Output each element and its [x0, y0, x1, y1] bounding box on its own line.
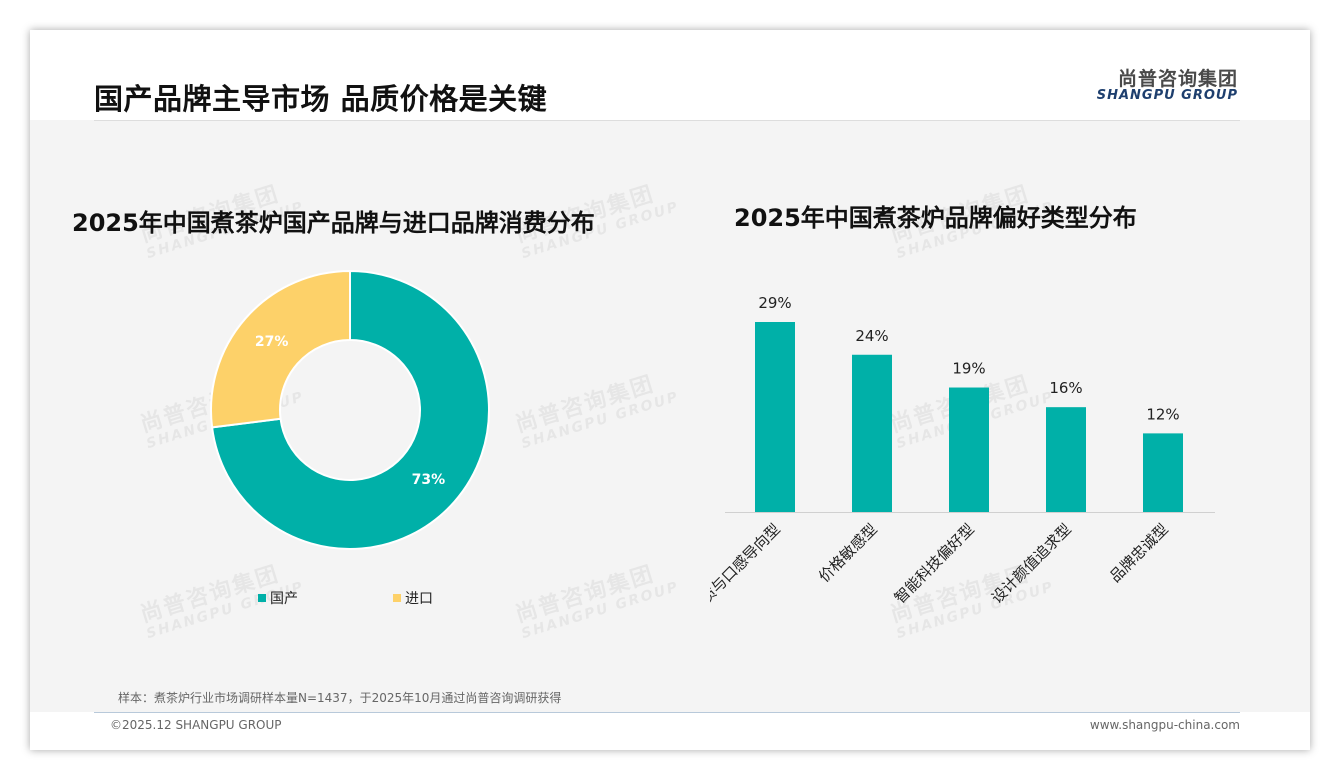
donut-slice-label: 73%	[412, 472, 446, 488]
footer-band	[30, 712, 1310, 750]
bar	[852, 354, 892, 512]
bar-value-label: 29%	[758, 294, 791, 312]
legend-label: 国产	[270, 591, 298, 607]
category-tick-label: 设计颜值追求型	[988, 520, 1075, 607]
header-divider	[94, 120, 1240, 121]
bar-value-label: 24%	[855, 327, 888, 345]
logo-chinese: 尚普咨询集团	[1117, 68, 1238, 90]
bar-chart: 29% 品质与口感导向型 24% 价格敏感型 19% 智能科技偏好型 16% 设计颜值追求型 1…	[710, 294, 1215, 618]
category-tick-label: 品牌忠诚型	[1106, 520, 1172, 586]
bar-value-label: 16%	[1049, 379, 1082, 397]
sample-note: 样本：煮茶炉行业市场调研样本量N=1437，于2025年10月通过尚普咨询调研获…	[118, 691, 562, 705]
footer-divider	[94, 712, 1240, 713]
legend-swatch	[258, 594, 266, 602]
bar	[755, 322, 795, 512]
bar-value-label: 19%	[952, 360, 985, 378]
logo-english: SHANGPU GROUP	[1096, 88, 1238, 103]
category-tick-label: 品质与口感导向型	[710, 520, 784, 618]
website: www.shangpu-china.com	[1089, 718, 1240, 732]
donut-slice-label: 27%	[255, 334, 289, 350]
bar	[949, 387, 989, 512]
donut-slice-imported	[210, 269, 351, 429]
legend-label: 进口	[405, 591, 433, 607]
bar-value-label: 12%	[1146, 405, 1179, 423]
donut-chart-title: 2025年中国煮茶炉国产品牌与进口品牌消费分布	[72, 209, 595, 237]
legend-swatch	[393, 594, 401, 602]
page-title: 国产品牌主导市场 品质价格是关键	[94, 82, 548, 116]
copyright: ©2025.12 SHANGPU GROUP	[110, 718, 282, 732]
category-tick-label: 价格敏感型	[815, 520, 881, 586]
header-band	[30, 30, 1310, 120]
slide: 国产品牌主导市场 品质价格是关键 尚普咨询集团 SHANGPU GROUP 尚普…	[30, 30, 1310, 750]
bar	[1143, 433, 1183, 512]
donut-slice-domestic	[210, 269, 490, 550]
bar	[1046, 407, 1086, 512]
category-tick-label: 智能科技偏好型	[891, 520, 978, 607]
donut-chart: 73% 27% 国产 进口	[210, 269, 490, 607]
bar-chart-title: 2025年中国煮茶炉品牌偏好类型分布	[734, 204, 1137, 232]
